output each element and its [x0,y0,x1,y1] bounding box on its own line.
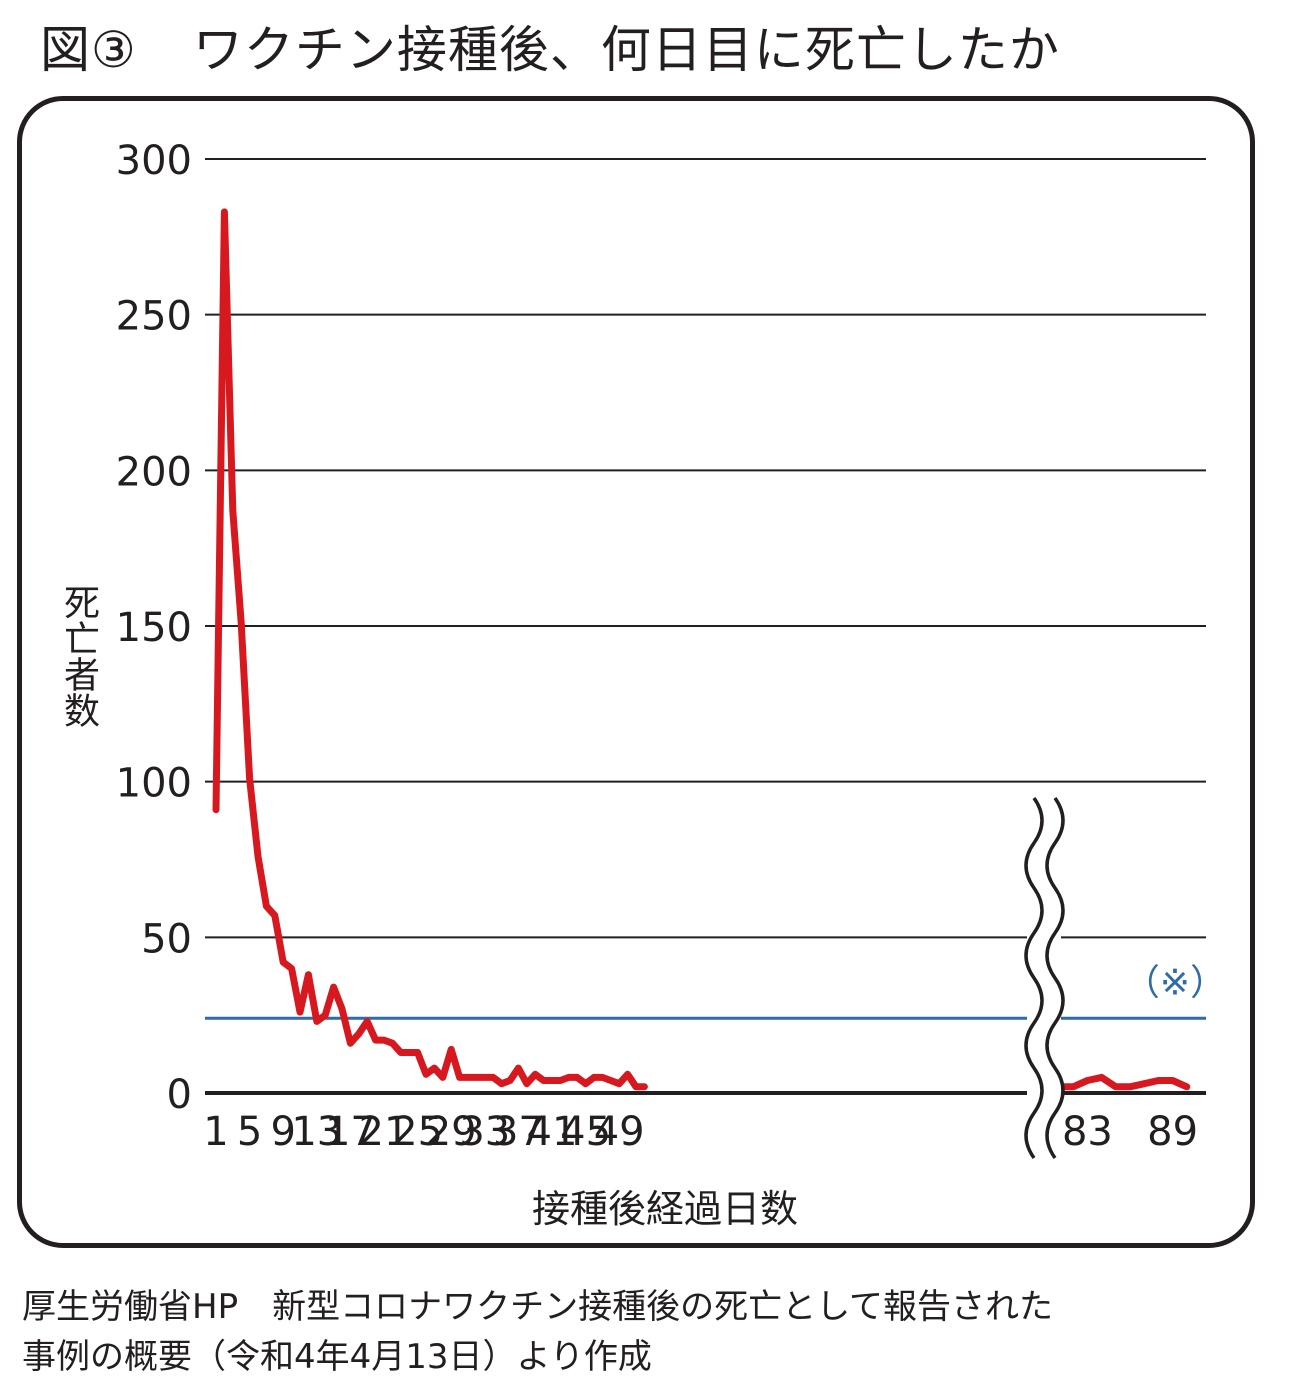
figure-title: 図③ ワクチン接種後、何日目に死亡したか [40,6,1280,86]
figure-title-text: ワクチン接種後、何日目に死亡したか [192,21,1060,79]
x-tick-label: 9 [270,1109,295,1155]
y-tick-label: 50 [141,916,192,962]
x-tick-label: 37 [493,1109,544,1155]
x-tick-label: 13 [291,1109,342,1155]
x-tick-label: 17 [325,1109,376,1155]
x-tick-label: 41 [527,1109,578,1155]
source-line-2: 事例の概要（令和4年4月13日）より作成 [22,1337,652,1377]
x-tick-label: 21 [359,1109,410,1155]
x-tick-label: 49 [594,1109,645,1155]
y-tick-label: 300 [116,138,192,184]
data-series-line [1055,1073,1191,1091]
data-series-line [212,208,648,1091]
x-tick-label: 33 [459,1109,510,1155]
x-tick-label: 83 [1062,1109,1113,1155]
x-axis-label: 接種後経過日数 [531,1187,798,1231]
x-tick-label: 1 [203,1109,228,1155]
x-tick-label: 29 [426,1109,477,1155]
x-tick-label: 25 [392,1109,443,1155]
y-tick-label: 200 [116,449,192,495]
y-tick-label: 150 [116,605,192,651]
axis-break-line [1045,796,1065,1160]
figure-number: 図③ [40,21,137,79]
y-tick-label: 100 [116,761,192,807]
x-tick-label: 89 [1147,1109,1198,1155]
axis-break-line [1024,796,1044,1160]
y-tick-label: 250 [116,294,192,340]
chart-frame [17,96,1255,1248]
x-tick-label: 45 [560,1109,611,1155]
y-axis-label: 死亡者数 [58,584,99,728]
source-line-1: 厚生労働省HP 新型コロナワクチン接種後の死亡として報告された [22,1287,1054,1327]
source-note: 厚生労働省HP 新型コロナワクチン接種後の死亡として報告された 事例の概要（令和… [22,1282,1282,1382]
y-tick-label: 0 [167,1072,192,1118]
reference-line-label: （※） [1124,962,1226,1003]
x-tick-label: 5 [237,1109,262,1155]
